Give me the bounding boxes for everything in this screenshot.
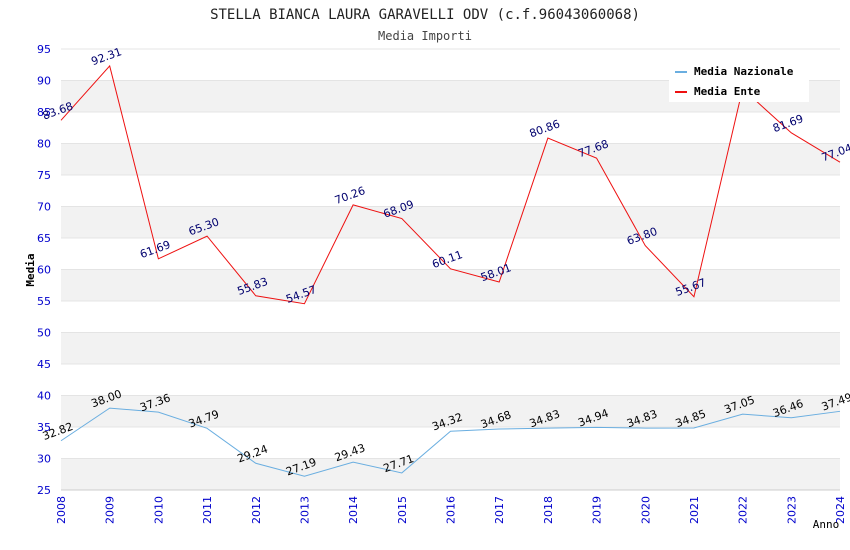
data-label: 70.26 (333, 184, 367, 207)
y-tick-label: 95 (37, 43, 51, 56)
y-axis-label: Media (24, 253, 37, 286)
y-tick-label: 85 (37, 106, 51, 119)
data-label: 83.68 (41, 100, 75, 123)
data-label: 81.69 (771, 112, 805, 135)
x-tick-label: 2022 (737, 496, 750, 524)
x-tick-label: 2015 (396, 496, 409, 524)
x-tick-label: 2009 (104, 496, 117, 524)
x-tick-label: 2020 (639, 496, 652, 524)
y-tick-label: 55 (37, 295, 51, 308)
series-lines (60, 64, 841, 477)
y-tick-label: 25 (37, 484, 51, 497)
y-tick-label: 90 (37, 75, 51, 88)
grid-band (61, 143, 840, 175)
y-tick-label: 60 (37, 264, 51, 277)
plot-background (61, 80, 840, 490)
x-tick-label: 2017 (493, 496, 506, 524)
x-tick-label: 2021 (688, 496, 701, 524)
x-tick-label: 2010 (152, 496, 165, 524)
data-label: 80.86 (528, 117, 562, 140)
legend: Media Nazionale Media Ente (669, 60, 809, 102)
y-tick-label: 30 (37, 453, 51, 466)
y-tick-label: 35 (37, 421, 51, 434)
x-axis-label: Anno (813, 518, 840, 531)
y-tick-label: 75 (37, 169, 51, 182)
legend-label-media-ente: Media Ente (694, 85, 761, 98)
x-axis: 2008 2009 2010 2011 2012 2013 2014 2015 2016 2017… (55, 496, 847, 524)
data-label: 60.11 (430, 248, 464, 271)
x-tick-label: 2011 (201, 496, 214, 524)
y-tick-label: 45 (37, 358, 51, 371)
data-label: 61.69 (138, 238, 172, 261)
y-tick-label: 80 (37, 138, 51, 151)
x-tick-label: 2013 (298, 496, 311, 524)
y-axis: 25 30 35 40 45 50 55 60 65 70 75 80 85 90 95 (37, 43, 51, 497)
y-tick-label: 50 (37, 327, 51, 340)
grid-band (61, 269, 840, 301)
y-tick-label: 70 (37, 201, 51, 214)
x-tick-label: 2018 (542, 496, 555, 524)
grid-band (61, 206, 840, 238)
x-tick-label: 2023 (785, 496, 798, 524)
legend-box (669, 60, 809, 102)
x-tick-label: 2008 (55, 496, 68, 524)
grid-band (61, 332, 840, 364)
x-tick-label: 2019 (591, 496, 604, 524)
chart-subtitle: Media Importi (378, 29, 472, 43)
grid-band (61, 458, 840, 490)
x-tick-label: 2016 (445, 496, 458, 524)
y-tick-label: 65 (37, 232, 51, 245)
x-tick-label: 2014 (347, 496, 360, 524)
legend-label-media-nazionale: Media Nazionale (694, 65, 794, 78)
x-tick-label: 2012 (250, 496, 263, 524)
grid-band (61, 395, 840, 427)
y-tick-label: 40 (37, 390, 51, 403)
x-tick-label: 2024 (834, 496, 847, 524)
chart-title: STELLA BIANCA LAURA GARAVELLI ODV (c.f.9… (210, 7, 640, 23)
